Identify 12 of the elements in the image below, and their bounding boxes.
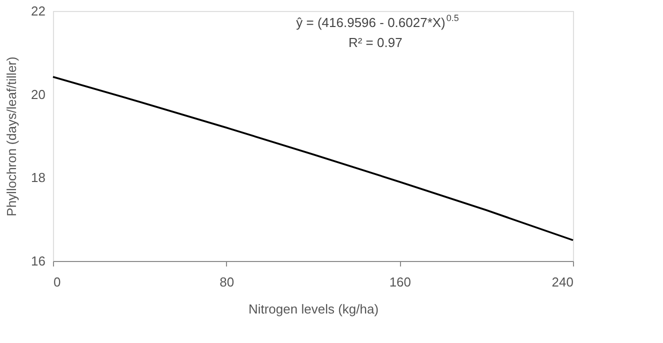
y-tick-label: 22	[31, 4, 46, 18]
y-axis-title: Phyllochron (days/leaf/tiller)	[4, 56, 20, 216]
x-tick-label: 80	[220, 274, 234, 290]
y-tick-label: 16	[31, 254, 46, 268]
x-tick-label: 240	[552, 274, 574, 290]
annotation: R² = 0.97	[348, 35, 402, 50]
x-tick-label: 0	[54, 274, 61, 290]
y-tick-label: 18	[31, 170, 46, 186]
y-tick-label: 20	[31, 86, 46, 102]
x-axis-title: Nitrogen levels (kg/ha)	[248, 302, 379, 316]
x-tick-label: 160	[389, 274, 412, 290]
line-series	[52, 76, 574, 242]
